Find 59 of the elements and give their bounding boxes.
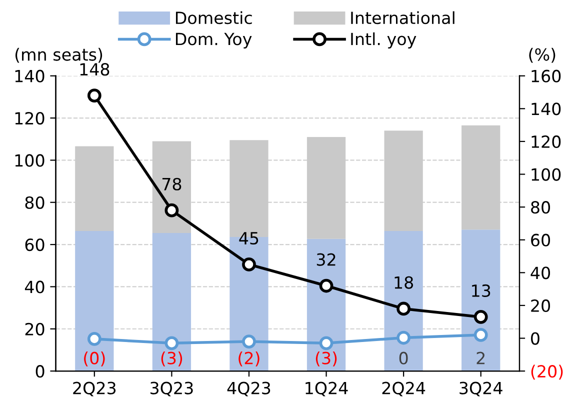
data-label: 13 bbox=[472, 284, 490, 298]
y-tick-label: 40 bbox=[24, 280, 44, 294]
y-tick-label: 80 bbox=[25, 196, 44, 209]
y2-tick-label: 140 bbox=[532, 102, 561, 116]
x-tick-label: 1Q24 bbox=[306, 382, 348, 396]
bar bbox=[152, 232, 192, 372]
y2-tick-label: 120 bbox=[532, 135, 561, 148]
y2-tick-label: 80 bbox=[531, 201, 550, 214]
data-label: (3) bbox=[161, 352, 182, 366]
data-label: 18 bbox=[394, 276, 414, 289]
bar bbox=[306, 238, 346, 372]
y-tick-label: 20 bbox=[25, 322, 44, 336]
legend-label: International bbox=[351, 11, 454, 24]
data-label: (0) bbox=[84, 352, 105, 366]
y2-axis-title: (%) bbox=[529, 48, 556, 63]
x-tick-label: 2Q24 bbox=[382, 382, 426, 396]
point bbox=[319, 336, 334, 350]
point bbox=[474, 328, 488, 342]
legend-label: Intl. yoy bbox=[351, 32, 416, 49]
data-label: 78 bbox=[162, 178, 182, 190]
x-tick-label: 3Q23 bbox=[150, 382, 193, 396]
legend-label: Dom. Yoy bbox=[176, 32, 252, 49]
y2-tick-label: 100 bbox=[532, 168, 561, 181]
y-tick-label: 100 bbox=[15, 154, 44, 167]
point bbox=[87, 332, 102, 346]
x-tick-label: 4Q23 bbox=[227, 382, 270, 396]
point bbox=[242, 258, 256, 272]
point bbox=[87, 88, 102, 102]
legend-label: Domestic bbox=[176, 11, 252, 24]
y2-tick-label: 20 bbox=[531, 299, 550, 312]
bar bbox=[462, 230, 500, 372]
bar bbox=[75, 231, 114, 372]
y2-tick-label: 60 bbox=[531, 234, 550, 246]
point bbox=[474, 310, 488, 324]
data-label: (2) bbox=[238, 352, 260, 366]
data-label: 45 bbox=[239, 232, 258, 245]
point bbox=[319, 278, 334, 293]
x-tick-label: 2Q23 bbox=[73, 382, 116, 396]
point bbox=[242, 334, 256, 348]
y-axis-title: (mn seats) bbox=[15, 48, 102, 63]
y2-tick-label: 40 bbox=[530, 266, 550, 280]
bar bbox=[384, 231, 423, 372]
data-label: (3) bbox=[316, 352, 337, 366]
y-tick-label: 0 bbox=[36, 365, 44, 378]
y-tick-label: 140 bbox=[15, 70, 44, 82]
point bbox=[396, 330, 411, 345]
data-label: 2 bbox=[476, 352, 484, 364]
data-label: 148 bbox=[80, 63, 110, 76]
y2-tick-label: 0 bbox=[531, 332, 540, 345]
data-label: 0 bbox=[399, 352, 408, 364]
y2-tick-label: 160 bbox=[532, 70, 561, 82]
data-label: 32 bbox=[316, 253, 336, 266]
x-tick-label: 3Q24 bbox=[460, 382, 502, 396]
point bbox=[164, 203, 179, 218]
y-tick-label: 120 bbox=[15, 112, 44, 125]
point bbox=[164, 336, 179, 350]
point bbox=[396, 302, 411, 316]
y2-tick-label: (20) bbox=[531, 364, 563, 380]
y-tick-label: 60 bbox=[25, 238, 44, 252]
